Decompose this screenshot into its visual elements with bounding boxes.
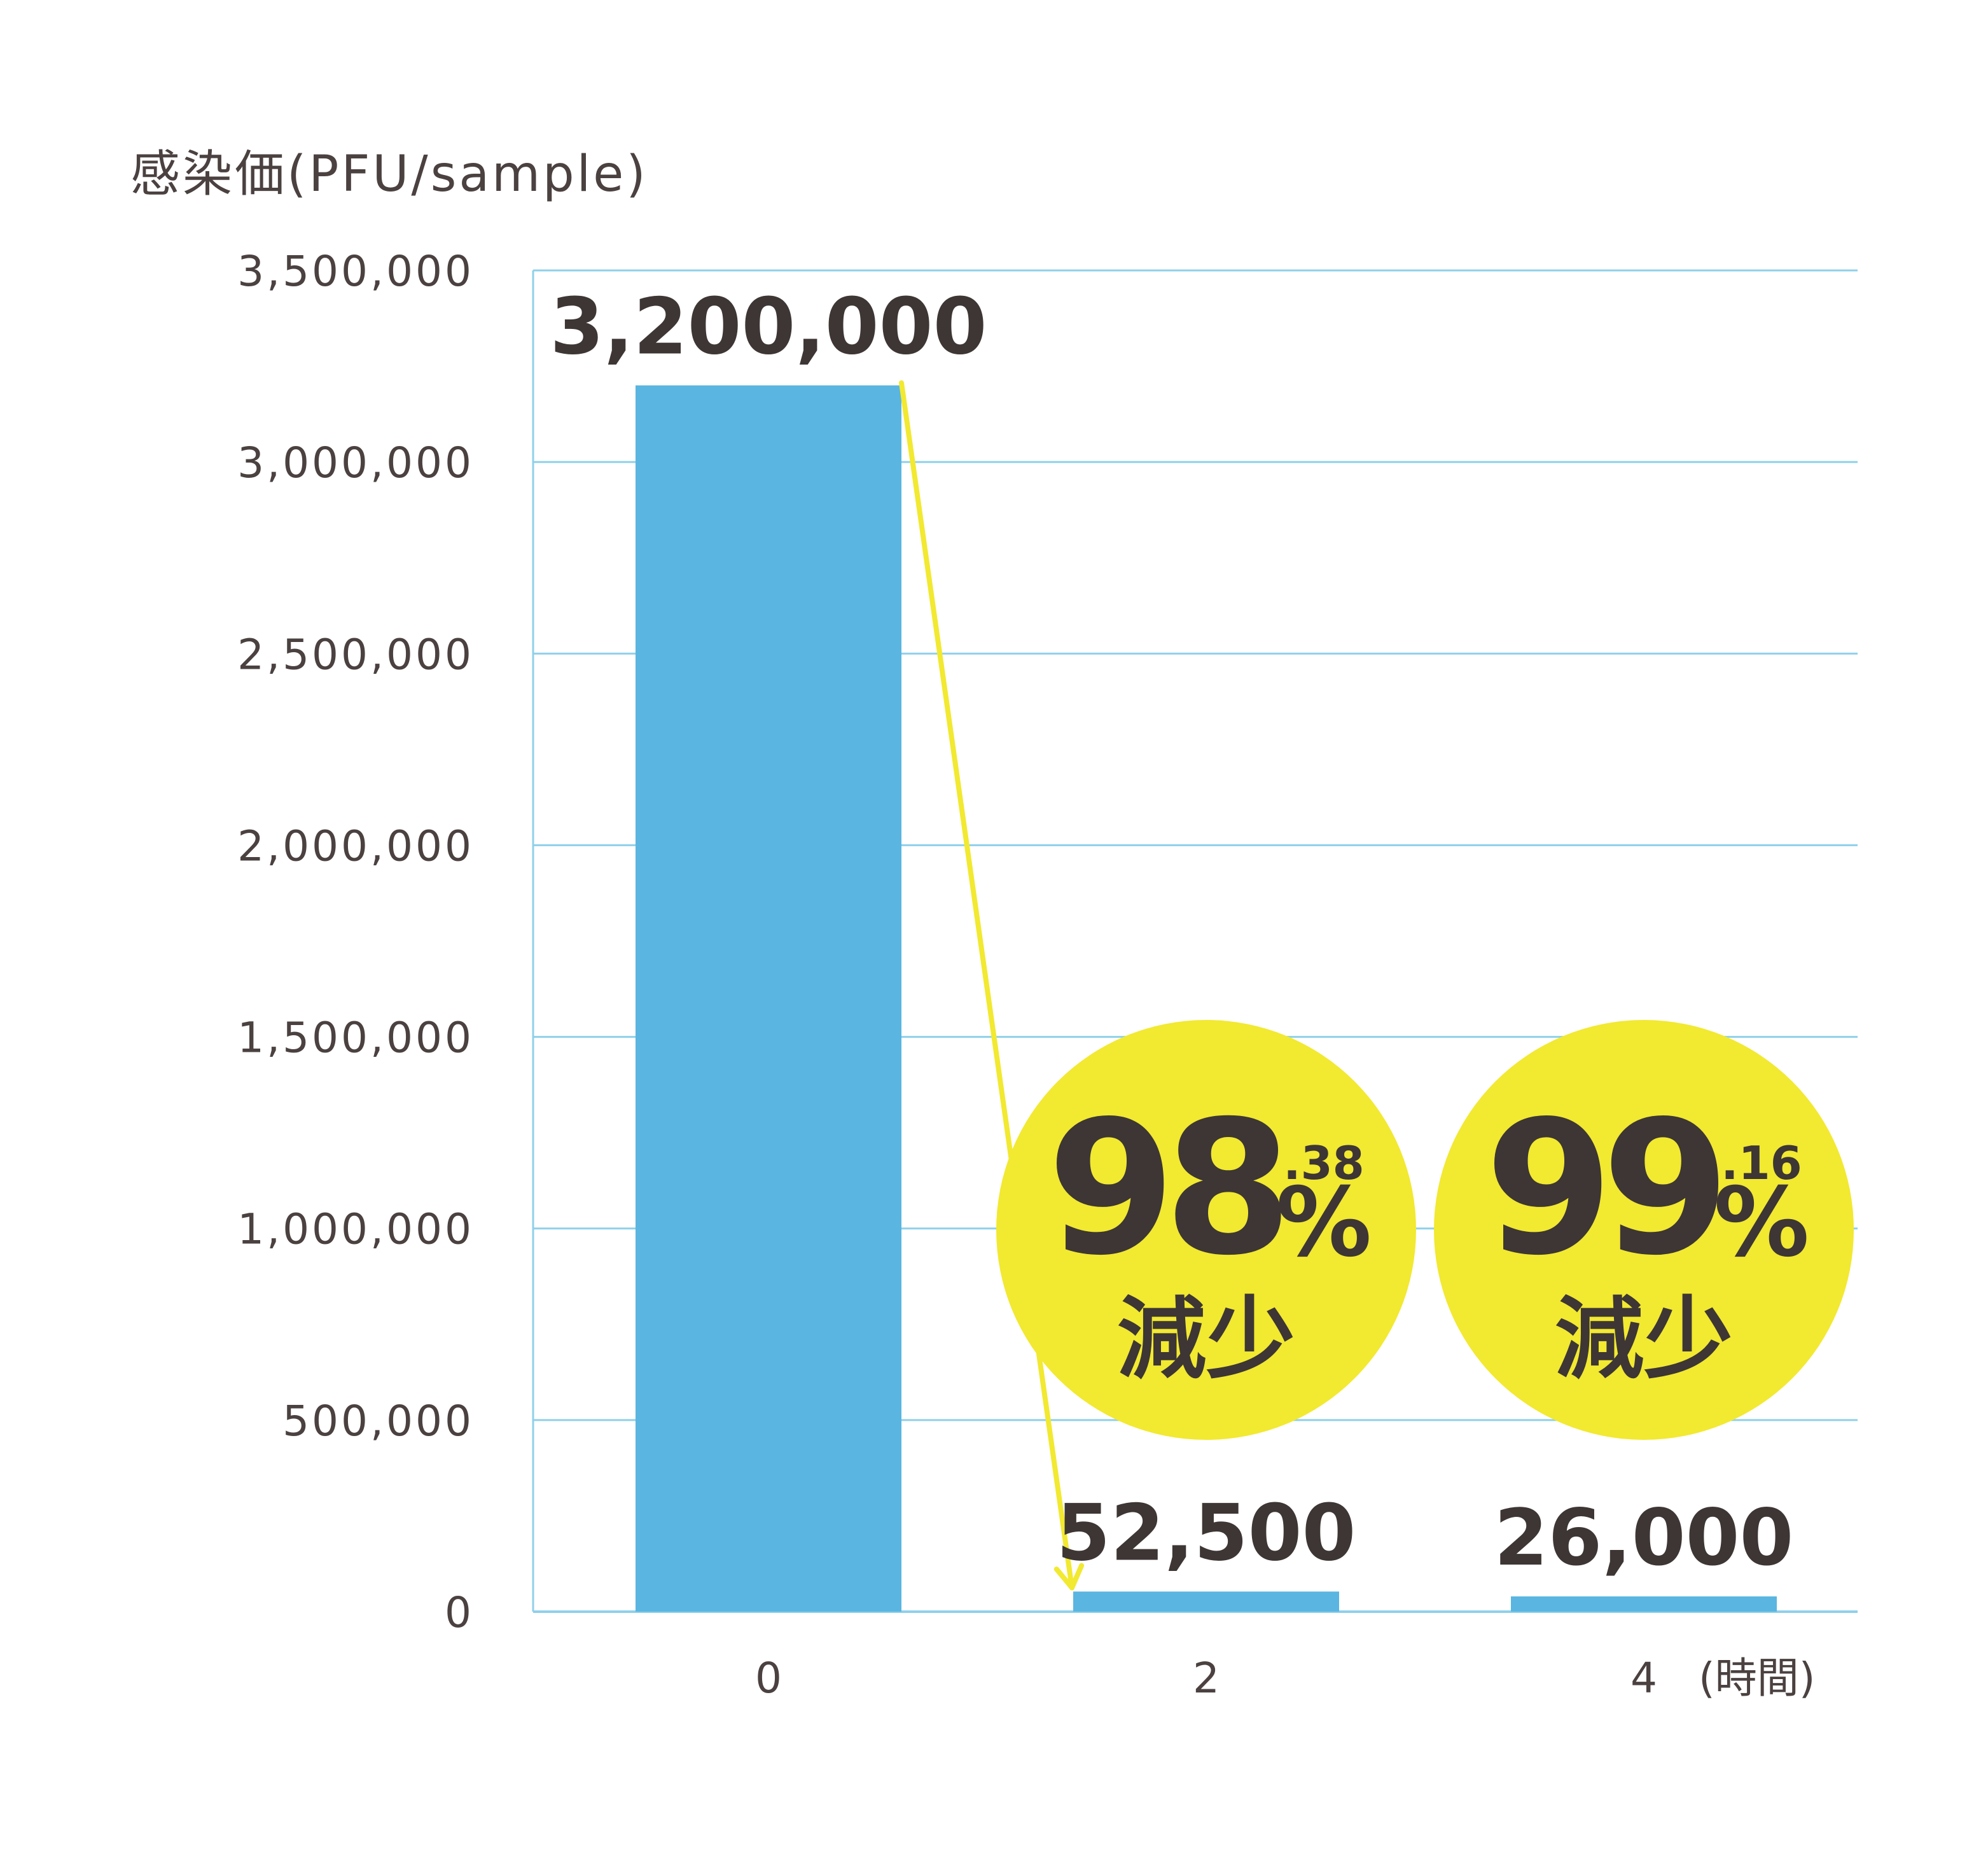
- y-tick-label: 3,000,000: [237, 438, 474, 487]
- badge-circle: [1434, 1020, 1854, 1440]
- badge-decimal: .38: [1283, 1136, 1365, 1190]
- data-labels: 3,200,000 52,500 26,000: [550, 282, 1794, 1583]
- arrow-head: [1069, 1563, 1085, 1591]
- y-tick-label: 3,500,000: [237, 247, 474, 296]
- y-tick-label: 2,000,000: [237, 821, 474, 870]
- badge-text: 減少: [1555, 1288, 1733, 1392]
- bar: [636, 385, 901, 1612]
- bar: [1511, 1596, 1777, 1612]
- badge-circle: [996, 1020, 1416, 1440]
- y-tick-label: 500,000: [282, 1397, 474, 1446]
- data-label: 52,500: [1057, 1488, 1356, 1578]
- x-tick-labels: 0 2 4: [755, 1654, 1657, 1703]
- x-tick-label: 4: [1630, 1654, 1657, 1703]
- y-axis-title: 感染価(PFU/sample): [130, 146, 648, 203]
- badge-whole-number: 99: [1485, 1082, 1720, 1296]
- x-tick-label: 0: [755, 1654, 782, 1703]
- badge-percent-sign: %: [1276, 1168, 1372, 1278]
- y-tick-label: 0: [445, 1588, 474, 1637]
- badge-whole-number: 98: [1047, 1082, 1282, 1296]
- data-label: 3,200,000: [550, 282, 987, 372]
- data-label: 26,000: [1494, 1493, 1794, 1583]
- x-axis-title: (時間): [1699, 1654, 1816, 1703]
- bar: [1073, 1591, 1339, 1612]
- arrow-line: [899, 380, 1074, 1591]
- badge-percent-sign: %: [1714, 1168, 1809, 1278]
- x-tick-label: 2: [1193, 1654, 1220, 1703]
- badge-decimal: .16: [1721, 1136, 1802, 1190]
- reduction-badge: 99.16%減少: [1434, 1020, 1854, 1440]
- reduction-badge: 98.38%減少: [996, 1020, 1416, 1440]
- y-tick-label: 1,000,000: [237, 1205, 474, 1254]
- y-tick-label: 1,500,000: [237, 1014, 474, 1063]
- badge-text: 減少: [1117, 1288, 1295, 1392]
- decrease-arrow: [899, 380, 1085, 1591]
- y-tick-label: 2,500,000: [237, 630, 474, 679]
- y-tick-labels: 0 500,000 1,000,000 1,500,000 2,000,000 2,500…: [237, 247, 474, 1637]
- bars: [636, 385, 1777, 1612]
- arrow-head: [1053, 1566, 1074, 1591]
